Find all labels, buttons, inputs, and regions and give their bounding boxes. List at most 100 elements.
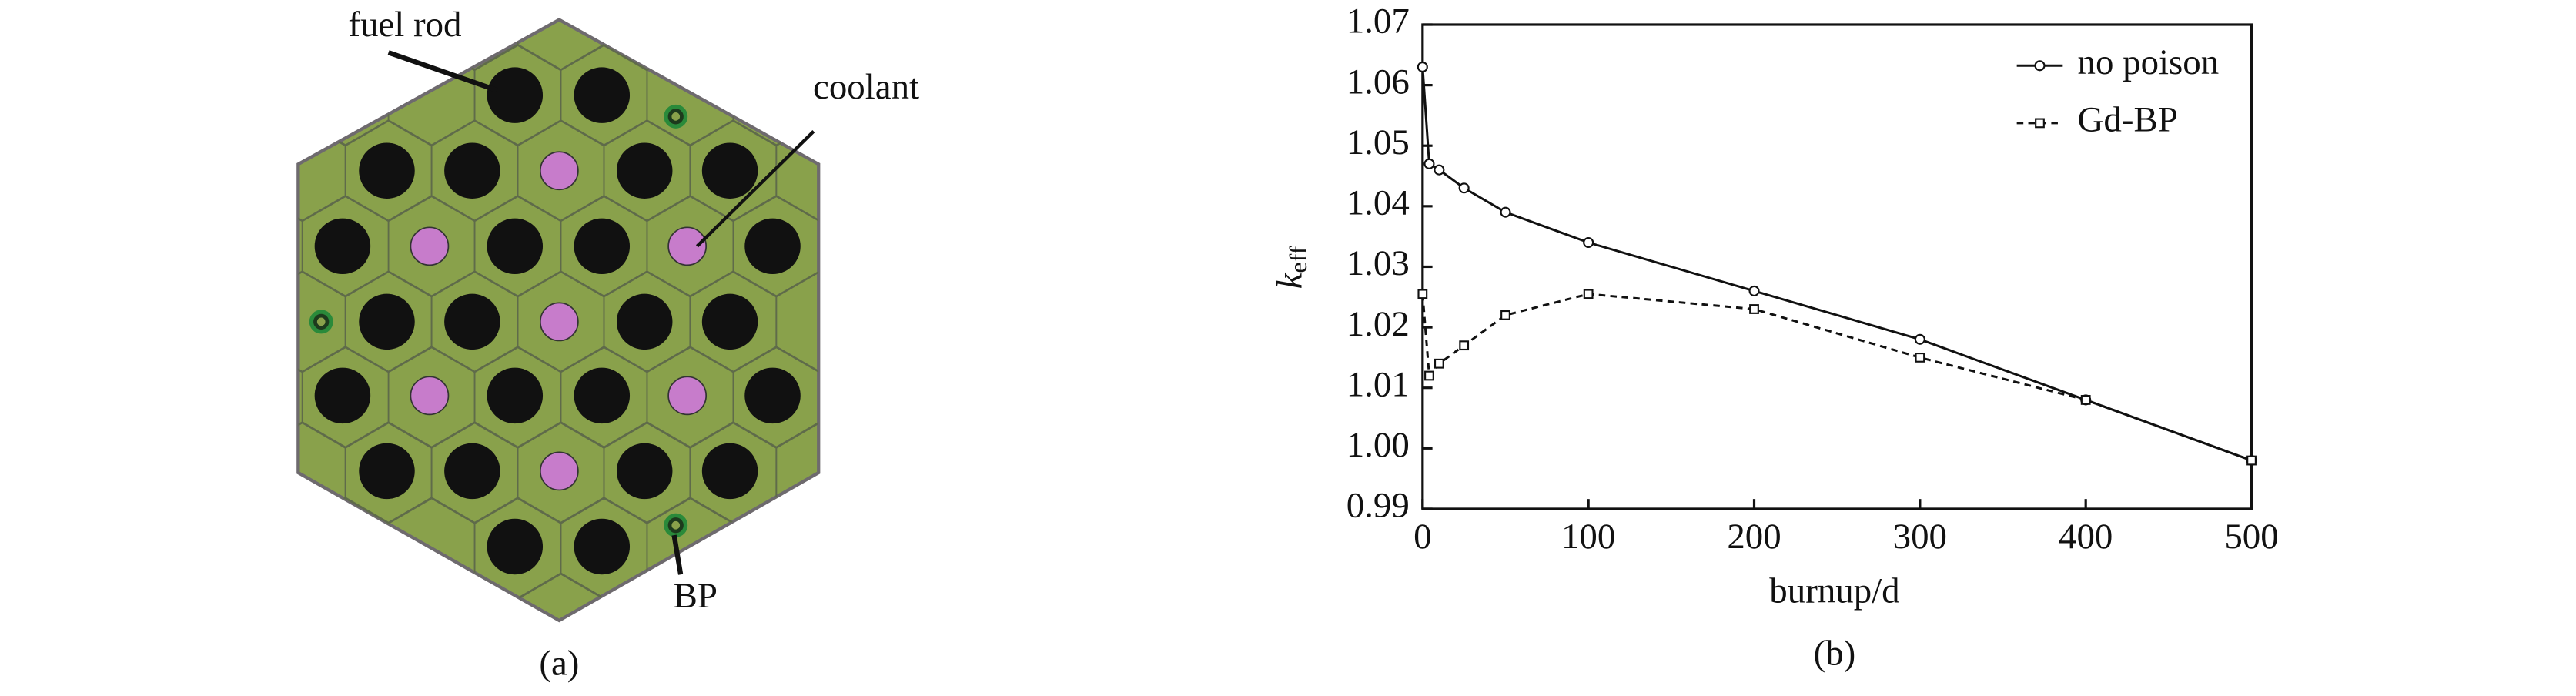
cell [992, 196, 1078, 296]
cell [992, 347, 1078, 447]
cell [0, 272, 1, 371]
caption: (b) [1814, 634, 1856, 674]
cell [603, 19, 691, 71]
label: fuel rod [348, 5, 461, 45]
y-tick-label: 1.00 [1347, 425, 1410, 465]
cell [44, 45, 130, 145]
cell [948, 574, 1035, 674]
cell [905, 196, 992, 296]
fuel-rod [744, 367, 801, 424]
cell [775, 19, 819, 71]
cell [862, 423, 948, 522]
cell [775, 120, 819, 222]
x-tick-label: 300 [1893, 517, 1947, 557]
y-label-sub: eff [1285, 246, 1312, 273]
fuel-rod [574, 218, 631, 275]
cell [948, 272, 1035, 371]
plot-frame [1421, 23, 2253, 510]
data-point [1749, 304, 1759, 314]
data-point [1417, 61, 1428, 73]
cell [87, 121, 173, 220]
data-point [1459, 340, 1470, 351]
x-tick-label: 400 [2059, 517, 2113, 557]
cell [87, 574, 173, 674]
fuel-rod [701, 142, 758, 199]
rods [309, 67, 801, 575]
cell [0, 423, 1, 522]
cell [775, 422, 819, 524]
coolant-rod [410, 226, 450, 266]
cell [732, 196, 819, 297]
fuel-rod [574, 518, 631, 575]
cell [905, 347, 992, 447]
cell [298, 45, 303, 146]
cell [87, 0, 173, 69]
coolant-rod [539, 151, 579, 191]
series-line [1421, 66, 2253, 462]
cell [0, 0, 1, 69]
fuel-rod [616, 443, 673, 500]
data-point [1424, 370, 1434, 381]
data-point [1500, 310, 1510, 320]
cell [1, 0, 87, 69]
cell [130, 196, 216, 296]
legend-label: no poison [2078, 42, 2220, 82]
data-point [2246, 455, 2257, 466]
cell [44, 196, 130, 296]
cell [173, 0, 259, 69]
cell [130, 45, 216, 145]
coolant-rod [667, 376, 708, 416]
leader-line [695, 130, 815, 248]
y-tick-label: 1.01 [1347, 364, 1410, 404]
data-point [1583, 289, 1594, 299]
cell [298, 196, 303, 297]
data-point [1458, 182, 1470, 194]
bp-core [316, 317, 326, 326]
fuel-rod [487, 367, 544, 424]
coolant-rod [667, 226, 708, 266]
legend-label: Gd-BP [2078, 100, 2178, 140]
y-tick-label: 1.04 [1347, 183, 1410, 223]
data-point [2080, 395, 2091, 405]
cell [862, 121, 948, 220]
cell [819, 347, 905, 447]
cell [775, 271, 819, 373]
fuel-rod [359, 142, 415, 199]
cell [819, 499, 905, 598]
x-tick-label: 100 [1561, 517, 1615, 557]
y-tick-label: 1.06 [1347, 62, 1410, 102]
cell [44, 347, 130, 447]
cell [298, 497, 303, 599]
coolant-rod [410, 376, 450, 416]
data-point [1434, 164, 1445, 176]
fuel-rod [444, 443, 500, 500]
cell [992, 45, 1078, 145]
x-axis-label: burnup/d [1769, 571, 1899, 611]
cell [517, 19, 605, 71]
y-tick-label: 1.05 [1347, 122, 1410, 162]
y-axis-label: keff [1270, 246, 1312, 289]
cell [862, 0, 948, 69]
cell [298, 19, 346, 71]
cell [298, 346, 303, 448]
y-tick-label: 0.99 [1347, 486, 1410, 526]
fuel-rod [616, 142, 673, 199]
coolant-rod [539, 451, 579, 491]
cell [1, 121, 87, 220]
cell [948, 423, 1035, 522]
cell [819, 196, 905, 296]
cell [1, 272, 87, 371]
cell [862, 272, 948, 371]
y-tick-label: 1.03 [1347, 243, 1410, 283]
legend-marker [2034, 60, 2046, 72]
coolant-rod [539, 302, 579, 342]
data-point [1583, 236, 1594, 249]
leader-line [387, 50, 498, 93]
data-point [1417, 289, 1428, 299]
fuel-rod [701, 443, 758, 500]
fuel-rod [359, 443, 415, 500]
series-line [1421, 293, 2253, 462]
fuel-rod [574, 67, 631, 123]
cell [862, 574, 948, 674]
cell [948, 121, 1035, 220]
